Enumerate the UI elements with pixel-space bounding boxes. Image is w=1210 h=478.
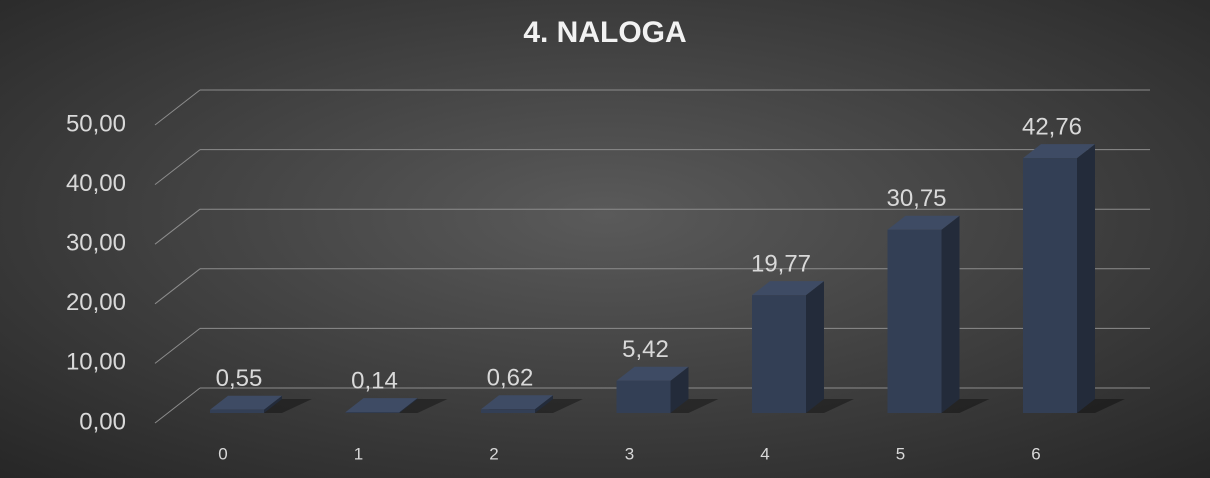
bar-top — [481, 395, 553, 410]
y-tick-label: 40,00 — [66, 170, 126, 197]
value-label: 30,75 — [886, 185, 946, 212]
bar-top — [887, 215, 960, 230]
value-label: 19,77 — [751, 251, 811, 278]
bar — [616, 380, 671, 413]
bar-side — [941, 215, 960, 413]
bar-side — [264, 395, 282, 413]
bar-top — [210, 395, 282, 410]
x-tick-label: 5 — [896, 444, 905, 463]
bar — [345, 412, 400, 413]
bar-top — [345, 398, 418, 413]
value-label: 42,76 — [1022, 113, 1082, 140]
x-tick-label: 6 — [1031, 444, 1040, 463]
y-tick-label: 50,00 — [66, 110, 126, 137]
bar — [752, 295, 806, 413]
grid-line-depth — [154, 328, 201, 364]
bar — [1023, 158, 1077, 413]
grid-line-depth — [154, 208, 201, 245]
bar-top — [752, 281, 824, 296]
value-label: 0,14 — [351, 368, 398, 395]
x-tick-label: 0 — [218, 444, 227, 463]
grid-line-depth — [154, 89, 201, 126]
x-tick-label: 4 — [760, 444, 769, 463]
value-label: 0,55 — [216, 365, 263, 392]
grid-line-depth — [154, 149, 201, 185]
x-tick-label: 3 — [625, 444, 634, 463]
bar — [210, 409, 264, 413]
value-label: 5,42 — [622, 336, 669, 363]
y-tick-label: 0,00 — [79, 408, 126, 435]
bar-top — [1023, 144, 1095, 159]
grid-line-depth — [154, 387, 201, 424]
bar — [887, 229, 942, 413]
grid-line-depth — [154, 268, 201, 305]
bar-side — [806, 281, 824, 413]
y-tick-label: 20,00 — [66, 289, 126, 316]
bar-side — [399, 398, 418, 413]
bar-top — [616, 366, 689, 381]
value-label: 0,62 — [487, 365, 534, 392]
chart-title: 4. NALOGA — [523, 16, 686, 49]
x-tick-label: 1 — [354, 444, 363, 463]
bar-side — [535, 395, 553, 413]
bar-side — [1077, 144, 1095, 414]
y-tick-label: 30,00 — [66, 230, 126, 257]
y-tick-label: 10,00 — [66, 349, 126, 376]
bar — [481, 409, 535, 413]
bar-side — [670, 366, 689, 413]
x-tick-label: 2 — [489, 444, 498, 463]
